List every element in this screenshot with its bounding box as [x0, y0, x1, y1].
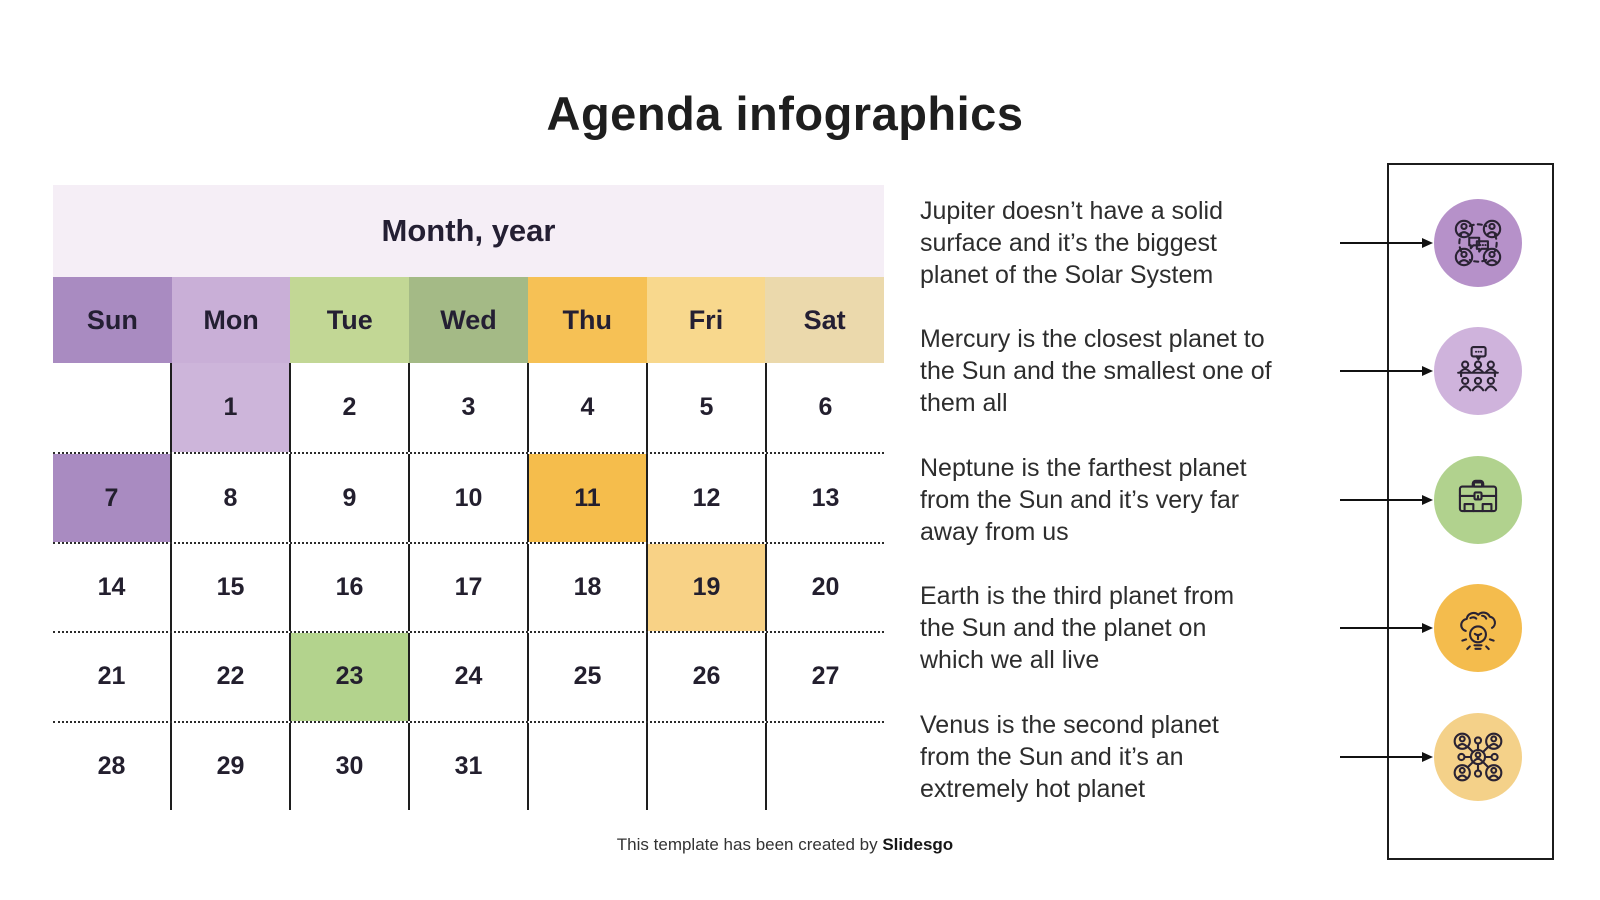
calendar-day-cell: 11: [529, 454, 648, 542]
people-network-icon: [1434, 713, 1522, 801]
calendar-day-cell: 5: [648, 363, 767, 453]
calendar-day-cell: 9: [291, 454, 410, 542]
calendar-day-cell: [53, 363, 172, 453]
arrow-icon: [1340, 236, 1434, 250]
arrow-icon: [1340, 493, 1434, 507]
calendar-day-cell: 22: [172, 633, 291, 721]
day-header-mon: Mon: [171, 277, 291, 363]
calendar-day-cell: [767, 723, 884, 810]
day-header-sun: Sun: [53, 277, 172, 363]
footer-credit-text: This template has been created by: [616, 835, 883, 854]
calendar-day-cell: 20: [811, 572, 840, 601]
calendar-week-row: 7 8 9 10 11 12 13: [53, 452, 884, 542]
calendar-day-cell: 26: [648, 633, 767, 721]
audience-icon: [1434, 327, 1522, 415]
calendar-day-cell: 25: [529, 633, 648, 721]
description-jupiter: Jupiter doesn’t have a solid surface and…: [920, 197, 1223, 289]
calendar-day-cell: 17: [410, 543, 529, 632]
calendar-day-cell: 1: [172, 363, 291, 453]
day-header-fri: Fri: [646, 277, 766, 363]
description-venus: Venus is the second planet from the Sun …: [920, 711, 1219, 803]
day-header-thu: Thu: [527, 277, 647, 363]
calendar-day-cell: 30: [291, 722, 410, 810]
calendar-day-header-row: Sun Mon Tue Wed Thu Fri Sat: [53, 277, 885, 363]
footer-brand: Slidesgo: [882, 835, 954, 854]
arrow-icon: [1340, 750, 1434, 764]
calendar-day-cell: 12: [648, 454, 767, 542]
group-chat-icon: [1434, 199, 1522, 287]
description-earth: Earth is the third planet from the Sun a…: [920, 582, 1235, 674]
calendar-day-cell: 15: [172, 543, 291, 632]
calendar-day-cell: 6: [818, 393, 833, 422]
calendar-day-cell: 21: [53, 633, 172, 721]
calendar-day-cell: [648, 722, 767, 810]
footer-credit: This template has been created by Slides…: [0, 835, 1570, 855]
arrow-icon: [1340, 364, 1434, 378]
calendar-day-cell: 4: [529, 363, 648, 453]
calendar-week-row: 1 2 3 4 5 6: [53, 363, 884, 453]
calendar-day-cell: 24: [410, 633, 529, 721]
idea-brain-icon: [1434, 584, 1522, 672]
calendar-day-cell: 31: [410, 722, 529, 810]
calendar-week-row: 21 22 23 24 25 26 27: [53, 631, 884, 721]
calendar-week-row: 14 15 16 17 18 19 20: [53, 541, 884, 632]
calendar-day-cell: 23: [291, 633, 410, 721]
calendar: Month, year Sun Mon Tue Wed Thu Fri Sat …: [53, 185, 885, 810]
calendar-day-cell: 28: [53, 722, 172, 810]
day-header-tue: Tue: [290, 277, 410, 363]
calendar-day-cell: 10: [410, 454, 529, 542]
calendar-day-cell: 18: [529, 543, 648, 632]
calendar-week-row: 28 29 30 31: [53, 720, 884, 810]
day-header-sat: Sat: [765, 277, 885, 363]
calendar-month-label: Month, year: [53, 185, 884, 277]
calendar-day-cell: 8: [172, 454, 291, 542]
calendar-day-cell: 29: [172, 722, 291, 810]
calendar-day-cell: 3: [410, 363, 529, 453]
arrow-icon: [1340, 621, 1434, 635]
calendar-day-cell: 7: [53, 454, 172, 542]
calendar-day-cell: 19: [648, 543, 767, 632]
page-title: Agenda infographics: [546, 87, 1024, 140]
calendar-day-cell: [529, 722, 648, 810]
calendar-day-cell: 16: [291, 543, 410, 632]
calendar-day-cell: 27: [811, 662, 840, 691]
calendar-day-cell: 2: [291, 363, 410, 453]
day-header-wed: Wed: [409, 277, 528, 363]
calendar-day-cell: 14: [53, 543, 172, 632]
briefcase-icon: [1434, 456, 1522, 544]
calendar-day-cell: 13: [811, 483, 840, 512]
description-mercury: Mercury is the closest planet to the Sun…: [920, 325, 1272, 417]
description-neptune: Neptune is the farthest planet from the …: [920, 454, 1247, 546]
